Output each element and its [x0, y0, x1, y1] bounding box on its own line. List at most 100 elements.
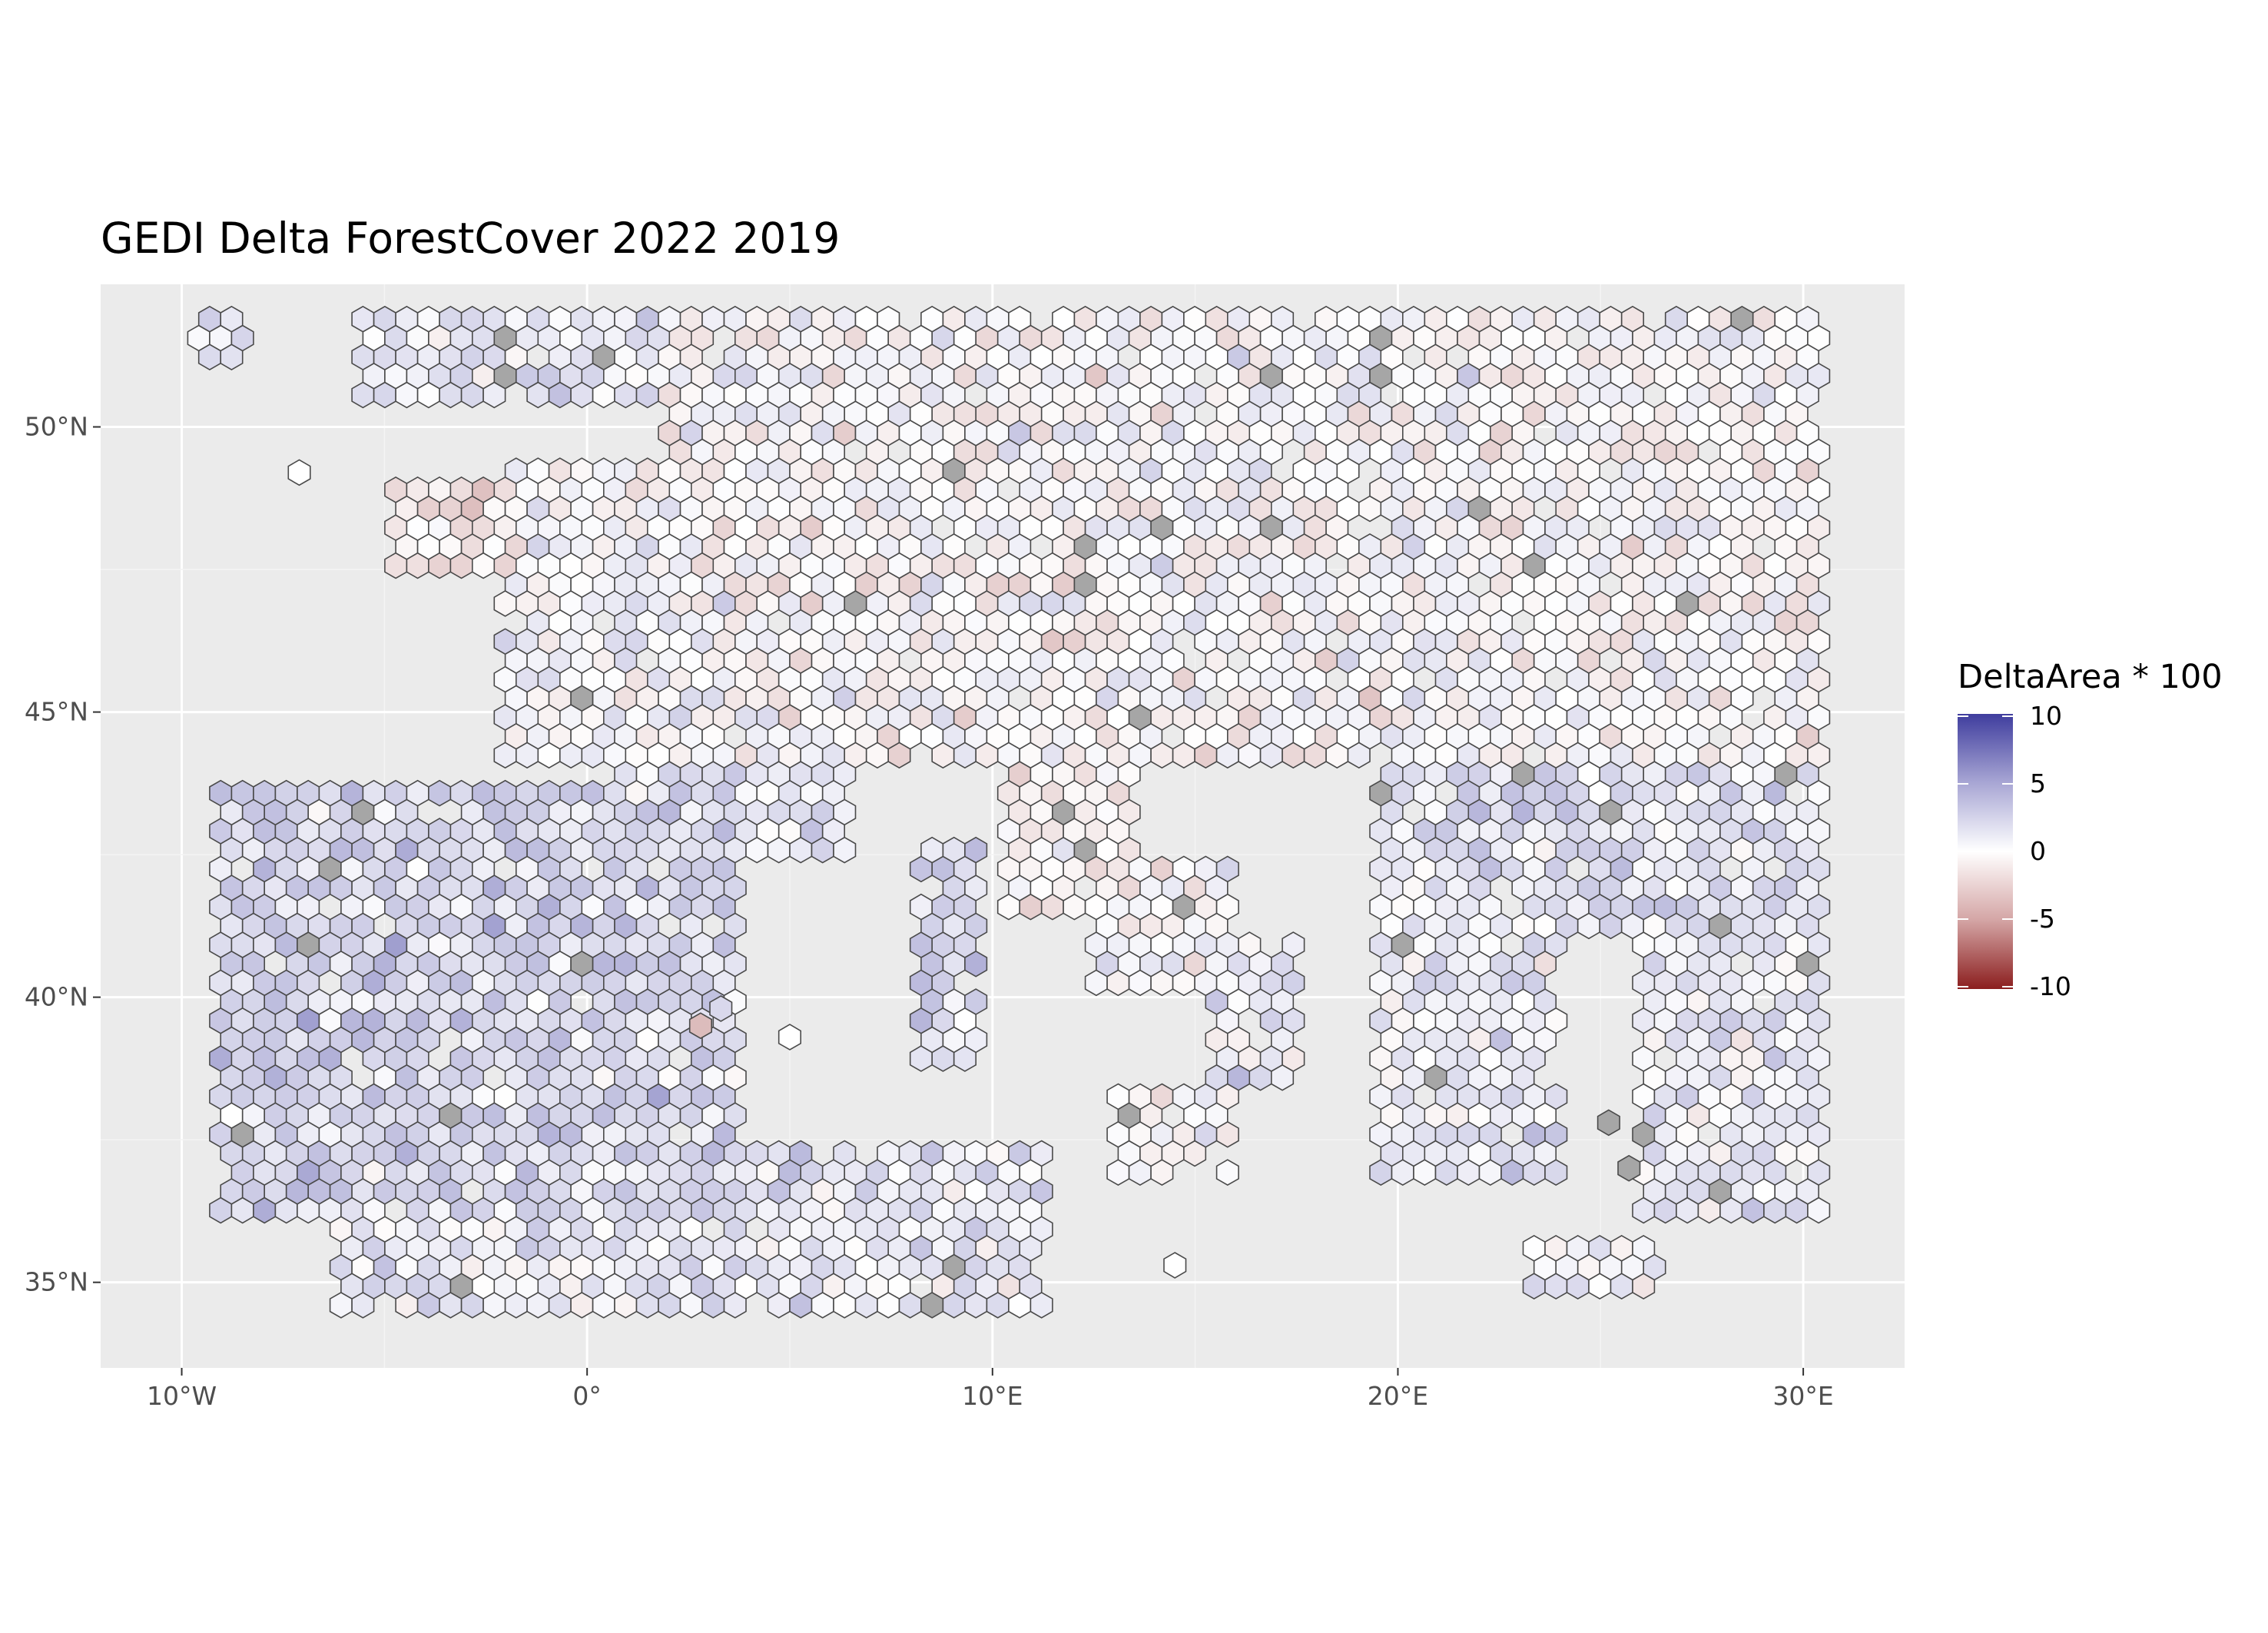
hex-cell — [1358, 533, 1382, 560]
hex-cell — [964, 836, 988, 864]
hex-cell — [1215, 855, 1239, 883]
hex-cell — [1106, 1083, 1130, 1110]
hex-cell — [1163, 1252, 1187, 1279]
hex-cell — [439, 305, 463, 333]
hex-cell — [449, 779, 473, 807]
hex-cell — [428, 818, 452, 845]
hex-cell — [197, 305, 221, 333]
hex-cell — [1555, 305, 1579, 333]
hex-cell — [384, 476, 408, 503]
hexagon-cells — [187, 305, 1831, 1319]
hex-cell — [406, 476, 429, 503]
hex-cell — [701, 305, 725, 333]
hex-cell — [1336, 305, 1360, 333]
hex-cell — [1599, 305, 1623, 333]
hex-cell — [340, 779, 364, 807]
hex-cell — [384, 779, 408, 807]
hex-cell — [658, 305, 681, 333]
hex-cell — [877, 305, 900, 333]
hex-cell — [406, 779, 429, 807]
x-tick-label: 10°E — [962, 1381, 1023, 1411]
hex-cell — [1183, 305, 1207, 333]
hex-cell — [942, 1140, 966, 1167]
hex-cell — [1358, 305, 1382, 333]
hex-cell — [1172, 1083, 1195, 1110]
hex-cell — [1150, 1083, 1174, 1110]
hex-cell — [789, 305, 813, 333]
hex-cell — [1686, 305, 1710, 333]
hex-cell — [581, 779, 605, 807]
hex-cell — [1796, 305, 1819, 333]
hex-cell — [1446, 305, 1470, 333]
hex-cell — [745, 305, 769, 333]
hex-cell — [1194, 855, 1218, 883]
legend-tick-label: 10 — [2030, 701, 2062, 731]
hex-cell — [767, 305, 791, 333]
hex-cell — [493, 628, 517, 656]
hex-cell — [1096, 305, 1119, 333]
hex-cell — [537, 779, 561, 807]
hex-cell — [1774, 305, 1798, 333]
hex-cell — [318, 779, 342, 807]
hex-cell — [679, 305, 703, 333]
hex-cell — [1632, 1234, 1656, 1262]
hex-cell — [1708, 305, 1732, 333]
hex-cell — [504, 305, 528, 333]
hex-cell — [986, 1140, 1010, 1167]
hex-cell — [395, 305, 419, 333]
hex-cell — [570, 457, 594, 485]
hex-cell — [351, 305, 375, 333]
hex-cell — [1172, 855, 1195, 883]
hex-cell — [472, 476, 496, 503]
hex-cell — [274, 779, 298, 807]
x-axis: 10°W 0° 10°E 20°E 30°E — [147, 1368, 1834, 1411]
hex-cell — [504, 457, 528, 485]
hex-cell — [1490, 305, 1513, 333]
hex-cell — [942, 836, 966, 864]
hex-cell — [898, 1140, 922, 1167]
hex-cell — [833, 305, 857, 333]
hex-cell — [1161, 305, 1185, 333]
hex-cell — [709, 995, 733, 1022]
hex-cell — [1380, 305, 1404, 333]
hex-cell — [1511, 305, 1535, 333]
hex-cell — [1215, 1159, 1239, 1187]
hex-cell — [362, 779, 386, 807]
hex-cell — [1610, 1234, 1633, 1262]
hex-cell — [428, 476, 452, 503]
hex-cell — [1566, 1234, 1590, 1262]
hex-cell — [592, 305, 615, 333]
hex-cell — [1282, 931, 1305, 958]
hex-cell — [1617, 1154, 1641, 1182]
hex-cell — [909, 893, 933, 921]
hex-cell — [723, 305, 747, 333]
hex-cell — [1522, 1234, 1546, 1262]
hex-cell — [942, 305, 966, 333]
hex-cell — [1577, 305, 1600, 333]
hex-cell — [614, 305, 638, 333]
hex-cell — [1752, 305, 1776, 333]
x-tick-label: 0° — [572, 1381, 602, 1411]
hex-cell — [570, 305, 594, 333]
legend-tick-label: 5 — [2030, 768, 2046, 798]
x-tick-label: 10°W — [147, 1381, 217, 1411]
hex-cell — [482, 305, 506, 333]
hex-cell — [548, 457, 572, 485]
hex-cell — [287, 459, 311, 486]
hex-cell — [789, 1140, 813, 1167]
hex-cell — [767, 1140, 791, 1167]
hex-cell — [472, 779, 496, 807]
hex-cell — [1597, 1109, 1620, 1137]
hex-cell — [373, 305, 396, 333]
hex-cell — [253, 779, 277, 807]
hex-cell — [854, 305, 878, 333]
hex-cell — [1150, 855, 1174, 883]
hex-cell — [1533, 305, 1557, 333]
hex-cell — [964, 305, 988, 333]
hex-cell — [220, 305, 244, 333]
hex-cell — [1227, 305, 1251, 333]
hex-cell — [1128, 1083, 1152, 1110]
hex-cell — [964, 988, 988, 1015]
y-tick-label: 35°N — [25, 1267, 88, 1297]
